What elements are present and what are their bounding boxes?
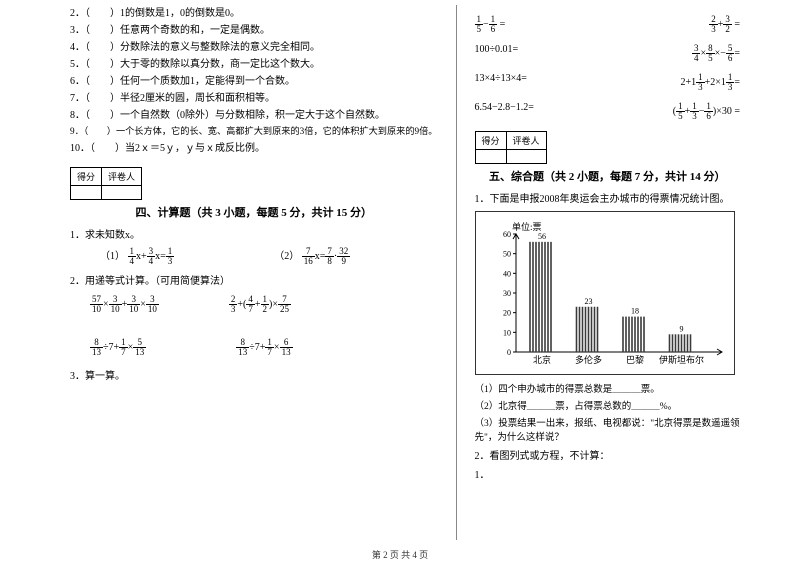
expr-r4a: 6.54−2.8−1.2= bbox=[475, 102, 534, 121]
tf-item: 10．（ ）当2ｘ＝5ｙ，ｙ与ｘ成反比例。 bbox=[70, 140, 438, 157]
score-table: 得分评卷人 bbox=[70, 167, 142, 200]
svg-text:9: 9 bbox=[679, 324, 683, 333]
svg-text:18: 18 bbox=[631, 307, 639, 316]
expr-r1a: 15−16 = bbox=[475, 15, 506, 34]
expr-r4b: (15+13−16)×30 = bbox=[673, 102, 740, 121]
problem-5-1: 1．下面是申报2008年奥运会主办城市的得票情况统计图。 bbox=[475, 190, 741, 205]
svg-text:10: 10 bbox=[503, 328, 511, 337]
tf-item: 2．（ ）1的倒数是1，0的倒数是0。 bbox=[70, 5, 438, 22]
expr-r3a: 13×4÷13×4= bbox=[475, 73, 527, 92]
svg-text:60: 60 bbox=[503, 230, 511, 239]
svg-text:伊斯坦布尔: 伊斯坦布尔 bbox=[658, 354, 703, 365]
tf-item: 7．（ ）半径2厘米的圆，周长和面积相等。 bbox=[70, 90, 438, 107]
section-5-title: 五、综合题（共 2 小题，每题 7 分，共计 14 分） bbox=[475, 168, 741, 184]
svg-text:56: 56 bbox=[538, 232, 546, 241]
tf-item: 6．（ ）任何一个质数加1，定能得到一个合数。 bbox=[70, 73, 438, 90]
svg-text:单位:票: 单位:票 bbox=[512, 221, 542, 232]
question-2: （2）北京得＿＿＿票，占得票总数的＿＿＿%。 bbox=[475, 398, 741, 412]
tf-item: 8．（ ）一个自然数（0除外）与分数相除，积一定大于这个自然数。 bbox=[70, 107, 438, 124]
expr-3a: 813÷7+17×513 bbox=[90, 338, 146, 357]
expr-3b: 813÷7+17×613 bbox=[236, 338, 292, 357]
section-4-title: 四、计算题（共 3 小题，每题 5 分，共计 15 分） bbox=[70, 204, 438, 220]
tf-item: 4．（ ）分数除法的意义与整数除法的意义完全相同。 bbox=[70, 39, 438, 56]
grader-cell: 评卷人 bbox=[102, 167, 142, 185]
expr-r3b: 2+113+2×113= bbox=[680, 73, 740, 92]
equation-2: （2） 716x=78·329 bbox=[274, 247, 350, 266]
grader-cell: 评卷人 bbox=[506, 132, 546, 150]
left-column: 2．（ ）1的倒数是1，0的倒数是0。 3．（ ）任意两个奇数的和，一定是偶数。… bbox=[60, 5, 457, 540]
svg-text:巴黎: 巴黎 bbox=[625, 354, 643, 365]
problem-3: 3．算一算。 bbox=[70, 367, 438, 382]
question-3: （3）投票结果一出来，报纸、电视都说："北京得票是数遥遥领先"，为什么这样说？ bbox=[475, 415, 741, 443]
svg-text:20: 20 bbox=[503, 309, 511, 318]
tf-item: 9．（ ）一个长方体，它的长、宽、高都扩大到原来的3倍，它的体积扩大到原来的9倍… bbox=[70, 124, 438, 140]
right-column: 15−16 = 23+32 = 100÷0.01= 34×85×−56= 13×… bbox=[457, 5, 751, 540]
score-table-right: 得分评卷人 bbox=[475, 131, 547, 164]
expr-r2a: 100÷0.01= bbox=[475, 44, 519, 63]
expr-r2b: 34×85×−56= bbox=[692, 44, 740, 63]
page-footer: 第 2 页 共 4 页 bbox=[0, 548, 800, 561]
equation-1: （1） 14x+34x=13 bbox=[100, 247, 174, 266]
svg-text:多伦多: 多伦多 bbox=[574, 354, 601, 365]
svg-text:北京: 北京 bbox=[532, 354, 550, 365]
bar-chart: 单位:票 0 10 20 30 40 50 60 56 北京 23 多伦多 18 巴黎 9 伊斯坦布尔 bbox=[475, 211, 735, 375]
chart-svg: 单位:票 0 10 20 30 40 50 60 56 北京 23 多伦多 18 巴黎 9 伊斯坦布尔 bbox=[484, 220, 728, 370]
svg-text:23: 23 bbox=[584, 297, 592, 306]
question-1: （1）四个申办城市的得票总数是＿＿＿票。 bbox=[475, 381, 741, 395]
problem-5-2-1: 1． bbox=[475, 466, 741, 481]
score-cell: 得分 bbox=[475, 132, 506, 150]
svg-text:30: 30 bbox=[503, 289, 511, 298]
problem-2: 2．用递等式计算。（可用简便算法） bbox=[70, 272, 438, 287]
tf-item: 5．（ ）大于零的数除以真分数，商一定比这个数大。 bbox=[70, 56, 438, 73]
true-false-list: 2．（ ）1的倒数是1，0的倒数是0。 3．（ ）任意两个奇数的和，一定是偶数。… bbox=[70, 5, 438, 157]
score-cell: 得分 bbox=[71, 167, 102, 185]
problem-5-2: 2．看图列式或方程，不计算： bbox=[475, 447, 741, 462]
svg-text:0: 0 bbox=[507, 348, 511, 357]
svg-text:40: 40 bbox=[503, 269, 511, 278]
expr-2a: 5710×310+310×310 bbox=[90, 295, 159, 314]
expr-r1b: 23+32 = bbox=[709, 15, 740, 34]
problem-1: 1．求未知数x。 bbox=[70, 226, 438, 241]
svg-text:50: 50 bbox=[503, 250, 511, 259]
tf-item: 3．（ ）任意两个奇数的和，一定是偶数。 bbox=[70, 22, 438, 39]
expr-2b: 23+(47+12)×725 bbox=[229, 295, 291, 314]
